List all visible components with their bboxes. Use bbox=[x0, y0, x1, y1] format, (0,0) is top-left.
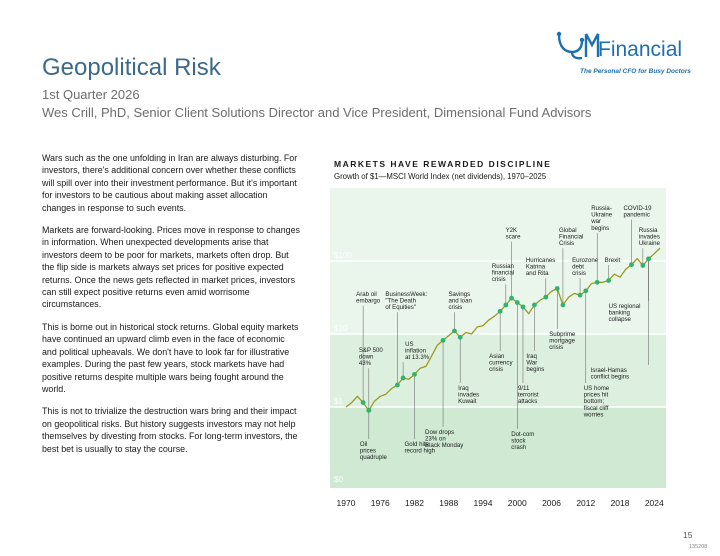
chart-band bbox=[330, 407, 666, 488]
x-tick-label: 1970 bbox=[337, 498, 356, 508]
growth-chart: MARKETS HAVE REWARDED DISCIPLINE Growth … bbox=[330, 150, 680, 520]
event-label: Brexit bbox=[605, 257, 621, 264]
paragraph: This is borne out in historical stock re… bbox=[42, 321, 299, 394]
event-marker bbox=[394, 382, 400, 388]
event-label: Iraq War begins bbox=[526, 353, 544, 373]
stethoscope-icon bbox=[556, 31, 600, 60]
event-marker bbox=[629, 262, 634, 268]
event-marker bbox=[646, 256, 651, 262]
event-label: Y2K scare bbox=[506, 227, 522, 241]
quarter-label: 1st Quarter 2026 bbox=[42, 87, 140, 102]
event-marker bbox=[514, 300, 520, 305]
x-tick-label: 1976 bbox=[371, 498, 390, 508]
brand-tagline: The Personal CFO for Busy Doctors bbox=[580, 68, 691, 75]
paragraph: Wars such as the one unfolding in Iran a… bbox=[42, 153, 298, 213]
event-label: Dow drops 23% on Black Monday bbox=[425, 429, 464, 449]
event-label: Russian financial crisis bbox=[492, 263, 514, 283]
event-marker bbox=[452, 328, 457, 334]
event-label: Russia invades Ukraine bbox=[639, 227, 661, 247]
document-code: 135208 bbox=[689, 544, 708, 550]
event-label: Subprime mortgage crisis bbox=[549, 331, 576, 351]
x-tick-label: 1988 bbox=[439, 498, 458, 508]
event-label: 9/11 terrorist attacks bbox=[518, 385, 539, 405]
event-label: US home prices hit bottom; fiscal cliff worr… bbox=[583, 385, 610, 418]
event-label: Eurozone debt crisis bbox=[572, 257, 599, 277]
x-tick-label: 2024 bbox=[645, 498, 664, 508]
paragraph: This is not to trivialize the destructio… bbox=[42, 406, 298, 454]
x-tick-label: 2012 bbox=[576, 498, 595, 508]
event-marker bbox=[509, 295, 514, 301]
event-marker bbox=[560, 302, 566, 308]
y-tick-label: $10 bbox=[334, 324, 348, 333]
event-marker bbox=[440, 337, 446, 343]
x-tick-label: 2000 bbox=[508, 498, 527, 508]
event-marker bbox=[594, 279, 600, 285]
chart-subtitle: Growth of $1—MSCI World Index (net divid… bbox=[334, 172, 547, 181]
event-marker bbox=[497, 308, 503, 314]
event-label: COVID-19 pandemic bbox=[623, 205, 652, 219]
event-marker bbox=[400, 375, 406, 381]
x-tick-label: 2006 bbox=[542, 498, 561, 508]
page-title: Geopolitical Risk bbox=[42, 54, 221, 81]
event-marker bbox=[412, 371, 417, 377]
event-marker bbox=[366, 407, 372, 413]
brand-name: Financial bbox=[598, 38, 683, 61]
event-label: Israel-Hamas conflict begins bbox=[591, 367, 630, 381]
x-tick-label: 2018 bbox=[611, 498, 630, 508]
chart-plot: $0 $1 $10 $100 Arab oil embargo S&P 500 down 43%… bbox=[330, 188, 666, 508]
x-tick-label: 1982 bbox=[405, 498, 424, 508]
event-marker bbox=[532, 302, 537, 308]
event-label: US regional banking collapse bbox=[609, 303, 641, 323]
event-label: Dot-com stock crash bbox=[511, 431, 534, 451]
event-label: Russia-Ukraine war begins bbox=[590, 205, 613, 232]
article-body: Wars such as the one unfolding in Iran a… bbox=[42, 152, 300, 465]
event-marker bbox=[360, 400, 366, 405]
event-marker bbox=[577, 292, 583, 298]
y-tick-label: $1 bbox=[334, 397, 343, 406]
x-tick-label: 1994 bbox=[474, 498, 493, 508]
event-marker bbox=[606, 278, 612, 283]
event-label: Asian currency crisis bbox=[489, 353, 513, 373]
event-label: Gold hits record high bbox=[405, 441, 436, 455]
event-marker bbox=[554, 286, 560, 291]
event-label: Oil prices quadruple bbox=[360, 441, 388, 461]
event-label: Global Financial Crisis bbox=[559, 227, 583, 247]
y-tick-label: $100 bbox=[334, 251, 352, 260]
event-marker bbox=[457, 334, 463, 340]
event-label: Hurricanes Katrina and Rita bbox=[526, 257, 555, 277]
event-marker bbox=[640, 263, 646, 268]
brand-logo: Financial The Personal CFO for Busy Doct… bbox=[556, 26, 712, 82]
event-marker bbox=[583, 288, 589, 294]
paragraph: Markets are forward-looking. Prices move… bbox=[42, 225, 300, 310]
event-label: Iraq invades Kuwait bbox=[458, 385, 479, 405]
event-label: US inflation at 13.3% bbox=[405, 341, 430, 361]
event-marker bbox=[503, 302, 509, 308]
author-line: Wes Crill, PhD, Senior Client Solutions … bbox=[42, 105, 592, 120]
chart-title: MARKETS HAVE REWARDED DISCIPLINE bbox=[334, 159, 552, 169]
event-label: BusinessWeek: "The Death of Equities" bbox=[385, 291, 427, 311]
page-number: 15 bbox=[683, 530, 693, 540]
event-label: Savings and loan crisis bbox=[448, 291, 471, 311]
event-marker bbox=[543, 294, 549, 300]
event-label: S&P 500 down 43% bbox=[359, 347, 384, 367]
event-label: Arab oil embargo bbox=[356, 291, 381, 305]
chart-band bbox=[330, 334, 666, 407]
event-marker bbox=[520, 304, 526, 310]
y-tick-label: $0 bbox=[334, 475, 343, 484]
